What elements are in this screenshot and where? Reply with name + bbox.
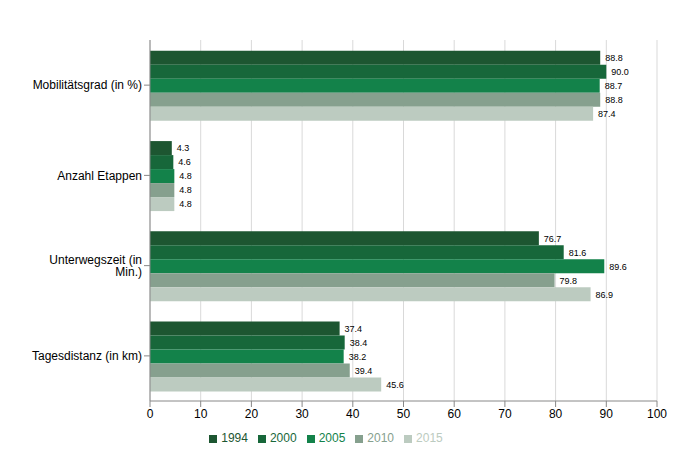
- html-text:2000: 2000: [269, 431, 297, 445]
- svg-text:100: 100: [647, 407, 667, 421]
- html-text:2010: 2010: [367, 431, 394, 445]
- svg-text:4.8: 4.8: [179, 199, 192, 209]
- svg-text:10: 10: [194, 407, 208, 421]
- svg-text:Anzahl Etappen: Anzahl Etappen: [57, 169, 142, 183]
- svg-text:0: 0: [147, 407, 154, 421]
- svg-text:90.0: 90.0: [611, 67, 629, 77]
- svg-text:4.8: 4.8: [179, 185, 192, 195]
- html-text:2005: 2005: [318, 431, 346, 445]
- svg-text:79.8: 79.8: [560, 276, 578, 286]
- svg-text:80: 80: [549, 407, 563, 421]
- svg-text:88.8: 88.8: [605, 95, 623, 105]
- svg-text:Unterwegszeit (inMin.): Unterwegszeit (inMin.): [49, 253, 142, 279]
- svg-text:37.4: 37.4: [345, 324, 363, 334]
- svg-text:70: 70: [498, 407, 512, 421]
- svg-text:90: 90: [600, 407, 614, 421]
- svg-text:38.4: 38.4: [350, 338, 368, 348]
- svg-text:81.6: 81.6: [569, 248, 587, 258]
- svg-text:20: 20: [245, 407, 259, 421]
- svg-text:50: 50: [397, 407, 411, 421]
- svg-text:45.6: 45.6: [386, 380, 404, 390]
- svg-text:40: 40: [346, 407, 360, 421]
- svg-text:4.8: 4.8: [179, 171, 192, 181]
- svg-text:4.6: 4.6: [178, 157, 191, 167]
- svg-text:76.7: 76.7: [544, 234, 562, 244]
- svg-text:Tagesdistanz (in km): Tagesdistanz (in km): [32, 349, 142, 363]
- svg-text:88.8: 88.8: [605, 53, 623, 63]
- svg-text:38.2: 38.2: [349, 352, 367, 362]
- svg-text:89.6: 89.6: [609, 262, 627, 272]
- svg-text:87.4: 87.4: [598, 109, 616, 119]
- svg-text:4.3: 4.3: [177, 143, 190, 153]
- html-text:2015: 2015: [416, 431, 443, 445]
- svg-text:60: 60: [448, 407, 462, 421]
- svg-text:88.7: 88.7: [605, 81, 623, 91]
- html-text:1994: 1994: [221, 431, 248, 445]
- svg-text:Mobilitätsgrad (in %): Mobilitätsgrad (in %): [33, 78, 142, 92]
- svg-text:86.9: 86.9: [596, 290, 614, 300]
- svg-text:39.4: 39.4: [355, 366, 373, 376]
- svg-text:30: 30: [295, 407, 309, 421]
